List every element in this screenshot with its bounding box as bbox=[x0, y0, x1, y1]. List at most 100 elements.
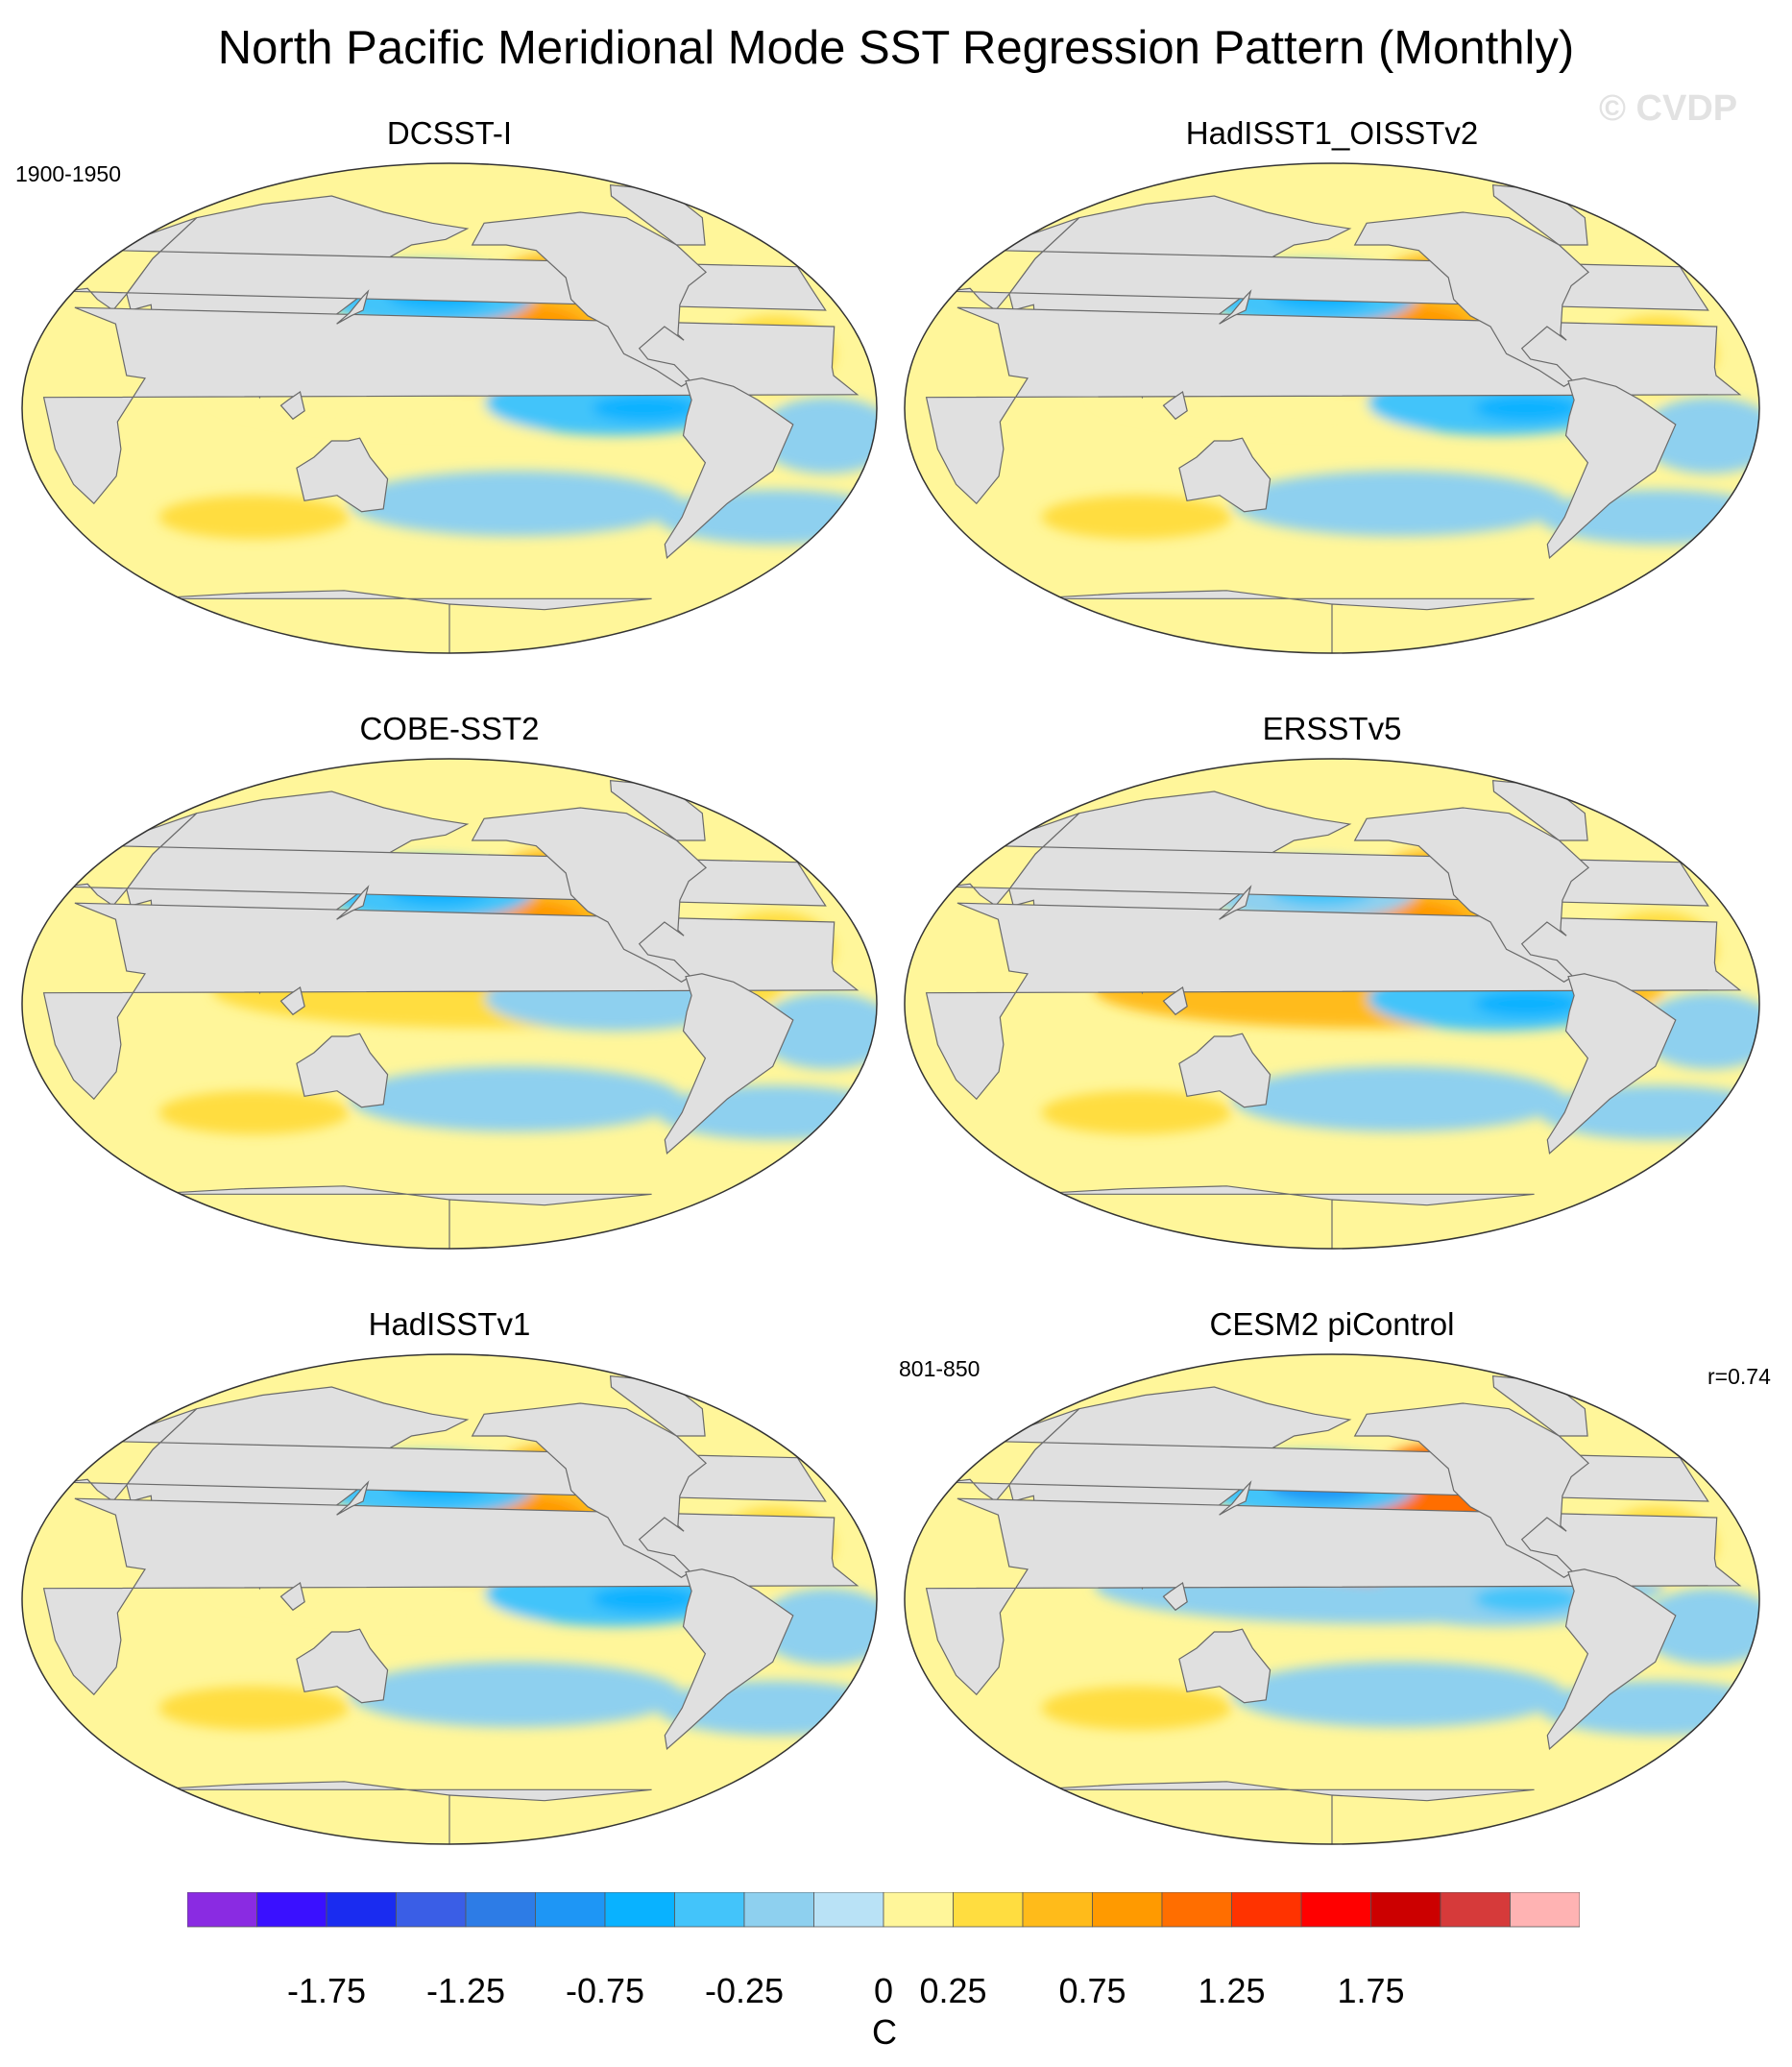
panel-title: HadISST1_OISSTv2 bbox=[1185, 115, 1479, 151]
colorbar-swatch bbox=[465, 1891, 536, 1928]
map-svg bbox=[21, 758, 878, 1250]
land-borneo bbox=[1162, 1582, 1188, 1612]
land-namerica bbox=[1353, 807, 1590, 984]
land-antarctica bbox=[1029, 1185, 1535, 1249]
sst-anomaly-region bbox=[1638, 992, 1759, 1070]
colorbar-swatches bbox=[186, 1891, 1581, 1928]
colorbar-units: C bbox=[872, 2012, 897, 2052]
sst-anomaly-region bbox=[1232, 1662, 1565, 1728]
map-svg bbox=[21, 1353, 878, 1845]
sst-anomaly-region bbox=[158, 1686, 350, 1730]
land-namerica bbox=[1353, 1402, 1590, 1579]
colorbar-swatch bbox=[604, 1891, 675, 1928]
land-japan bbox=[1219, 289, 1252, 325]
colorbar-swatch bbox=[535, 1891, 606, 1928]
land-samerica bbox=[1546, 973, 1677, 1155]
land-australia bbox=[1178, 1033, 1271, 1108]
colorbar-tick-label: 0.25 bbox=[919, 1971, 987, 2010]
land-africa bbox=[925, 306, 1742, 505]
sst-anomaly-region bbox=[1041, 1686, 1232, 1730]
land-antarctica bbox=[146, 590, 652, 653]
land-australia bbox=[296, 1033, 389, 1108]
land-namerica bbox=[471, 1402, 708, 1579]
land-japan bbox=[336, 289, 370, 325]
map-border bbox=[904, 1353, 1760, 1845]
colorbar-swatch bbox=[1022, 1891, 1093, 1928]
land-samerica bbox=[1546, 1568, 1677, 1750]
land-africa bbox=[42, 306, 860, 505]
map-svg bbox=[904, 758, 1760, 1250]
colorbar-tick-label: 0 bbox=[873, 1971, 894, 2010]
sst-anomaly-region bbox=[1041, 495, 1232, 539]
colorbar-tick-label: 1.25 bbox=[1198, 1971, 1266, 2010]
map-svg bbox=[904, 162, 1760, 654]
land-antarctica bbox=[146, 1781, 652, 1844]
land-australia bbox=[1178, 1628, 1271, 1704]
colorbar-swatch bbox=[953, 1891, 1024, 1928]
map-panel: HadISST1_OISSTv2 bbox=[900, 115, 1764, 682]
map-border bbox=[21, 1353, 878, 1845]
colorbar-tick-label: 0.75 bbox=[1058, 1971, 1126, 2010]
land-africa bbox=[925, 902, 1742, 1101]
colorbar-tick-label: 1.75 bbox=[1337, 1971, 1405, 2010]
colorbar-swatch bbox=[1161, 1891, 1232, 1928]
map-panel: DCSST-I bbox=[17, 115, 882, 682]
period-label: 801-850 bbox=[899, 1356, 981, 1381]
colorbar-swatch bbox=[1231, 1891, 1302, 1928]
sst-anomaly-region bbox=[592, 394, 697, 423]
panel-title: CESM2 piControl bbox=[1209, 1306, 1455, 1342]
map-panel: COBE-SST2 bbox=[17, 711, 882, 1277]
land-antarctica bbox=[1029, 1781, 1535, 1844]
panel-title: ERSSTv5 bbox=[1262, 711, 1402, 746]
land-borneo bbox=[1162, 986, 1188, 1016]
colorbar-swatch bbox=[186, 1891, 257, 1928]
land-antarctica bbox=[1029, 590, 1535, 653]
land-borneo bbox=[1162, 391, 1188, 421]
map-panel: CESM2 piControl bbox=[900, 1306, 1764, 1873]
land-samerica bbox=[664, 377, 794, 559]
land-japan bbox=[336, 1480, 370, 1516]
land-australia bbox=[296, 437, 389, 513]
land-japan bbox=[1219, 885, 1252, 920]
copyright-watermark: © CVDP bbox=[1599, 88, 1738, 129]
land-borneo bbox=[279, 986, 305, 1016]
land-borneo bbox=[279, 391, 305, 421]
land-africa bbox=[42, 902, 860, 1101]
colorbar bbox=[186, 1891, 1581, 1935]
sst-anomaly-region bbox=[1474, 394, 1580, 423]
colorbar-tick-label: -0.75 bbox=[565, 1971, 645, 2010]
colorbar-swatch bbox=[743, 1891, 814, 1928]
colorbar-swatch bbox=[396, 1891, 467, 1928]
colorbar-tick-label: -1.75 bbox=[286, 1971, 367, 2010]
panel-title: DCSST-I bbox=[386, 115, 513, 151]
map-border bbox=[21, 162, 878, 654]
sst-anomaly-region bbox=[756, 1588, 877, 1666]
land-australia bbox=[296, 1628, 389, 1704]
land-namerica bbox=[471, 807, 708, 984]
land-borneo bbox=[279, 1582, 305, 1612]
colorbar-swatch bbox=[813, 1891, 884, 1928]
land-africa bbox=[42, 1497, 860, 1696]
land-antarctica bbox=[146, 1185, 652, 1249]
colorbar-swatch bbox=[1300, 1891, 1371, 1928]
map-border bbox=[904, 162, 1760, 654]
sst-anomaly-region bbox=[1232, 1066, 1565, 1132]
colorbar-swatch bbox=[883, 1891, 954, 1928]
sst-anomaly-region bbox=[158, 1090, 350, 1134]
colorbar-swatch bbox=[1440, 1891, 1511, 1928]
sst-anomaly-region bbox=[592, 1585, 697, 1614]
colorbar-tick-label: -1.25 bbox=[425, 1971, 506, 2010]
colorbar-swatch bbox=[1510, 1891, 1581, 1928]
panel-title: COBE-SST2 bbox=[359, 711, 540, 746]
land-namerica bbox=[471, 211, 708, 388]
correlation-label: r=0.74 bbox=[1707, 1364, 1771, 1389]
land-japan bbox=[1219, 1480, 1252, 1516]
map-border bbox=[904, 758, 1760, 1250]
colorbar-tick-label: -0.25 bbox=[704, 1971, 785, 2010]
colorbar-swatch bbox=[1092, 1891, 1163, 1928]
sst-anomaly-region bbox=[1041, 1090, 1232, 1134]
map-svg bbox=[21, 162, 878, 654]
sst-anomaly-region bbox=[1232, 471, 1565, 537]
sst-anomaly-region bbox=[350, 1066, 683, 1132]
panel-title: HadISSTv1 bbox=[368, 1306, 531, 1342]
